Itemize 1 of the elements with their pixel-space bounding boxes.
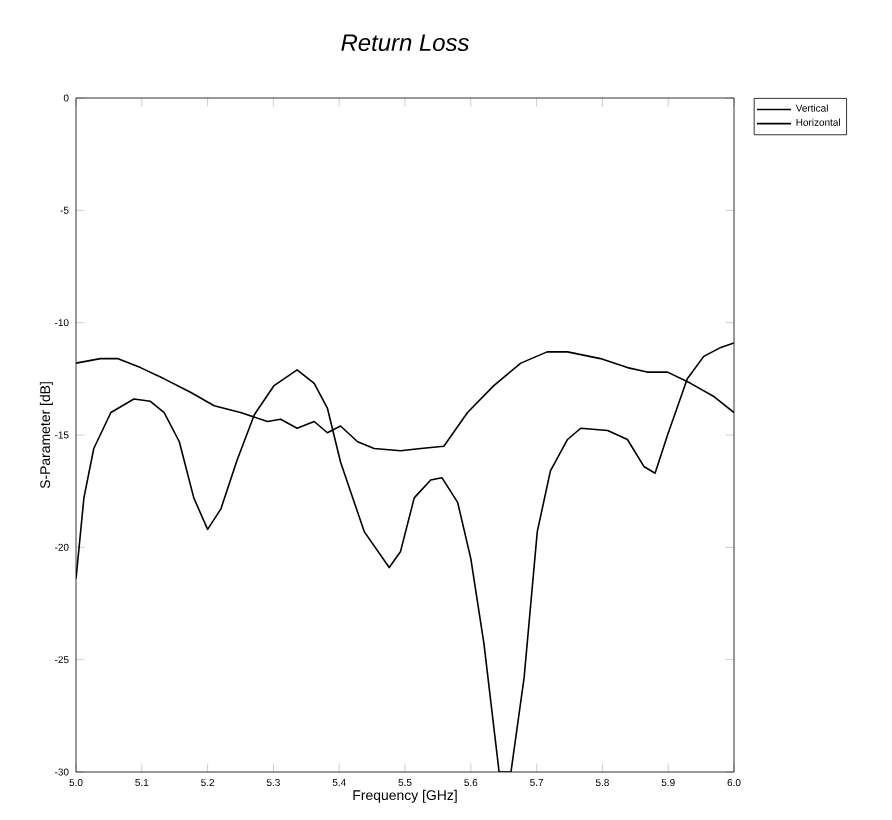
chart-title: Return Loss [341, 34, 469, 52]
